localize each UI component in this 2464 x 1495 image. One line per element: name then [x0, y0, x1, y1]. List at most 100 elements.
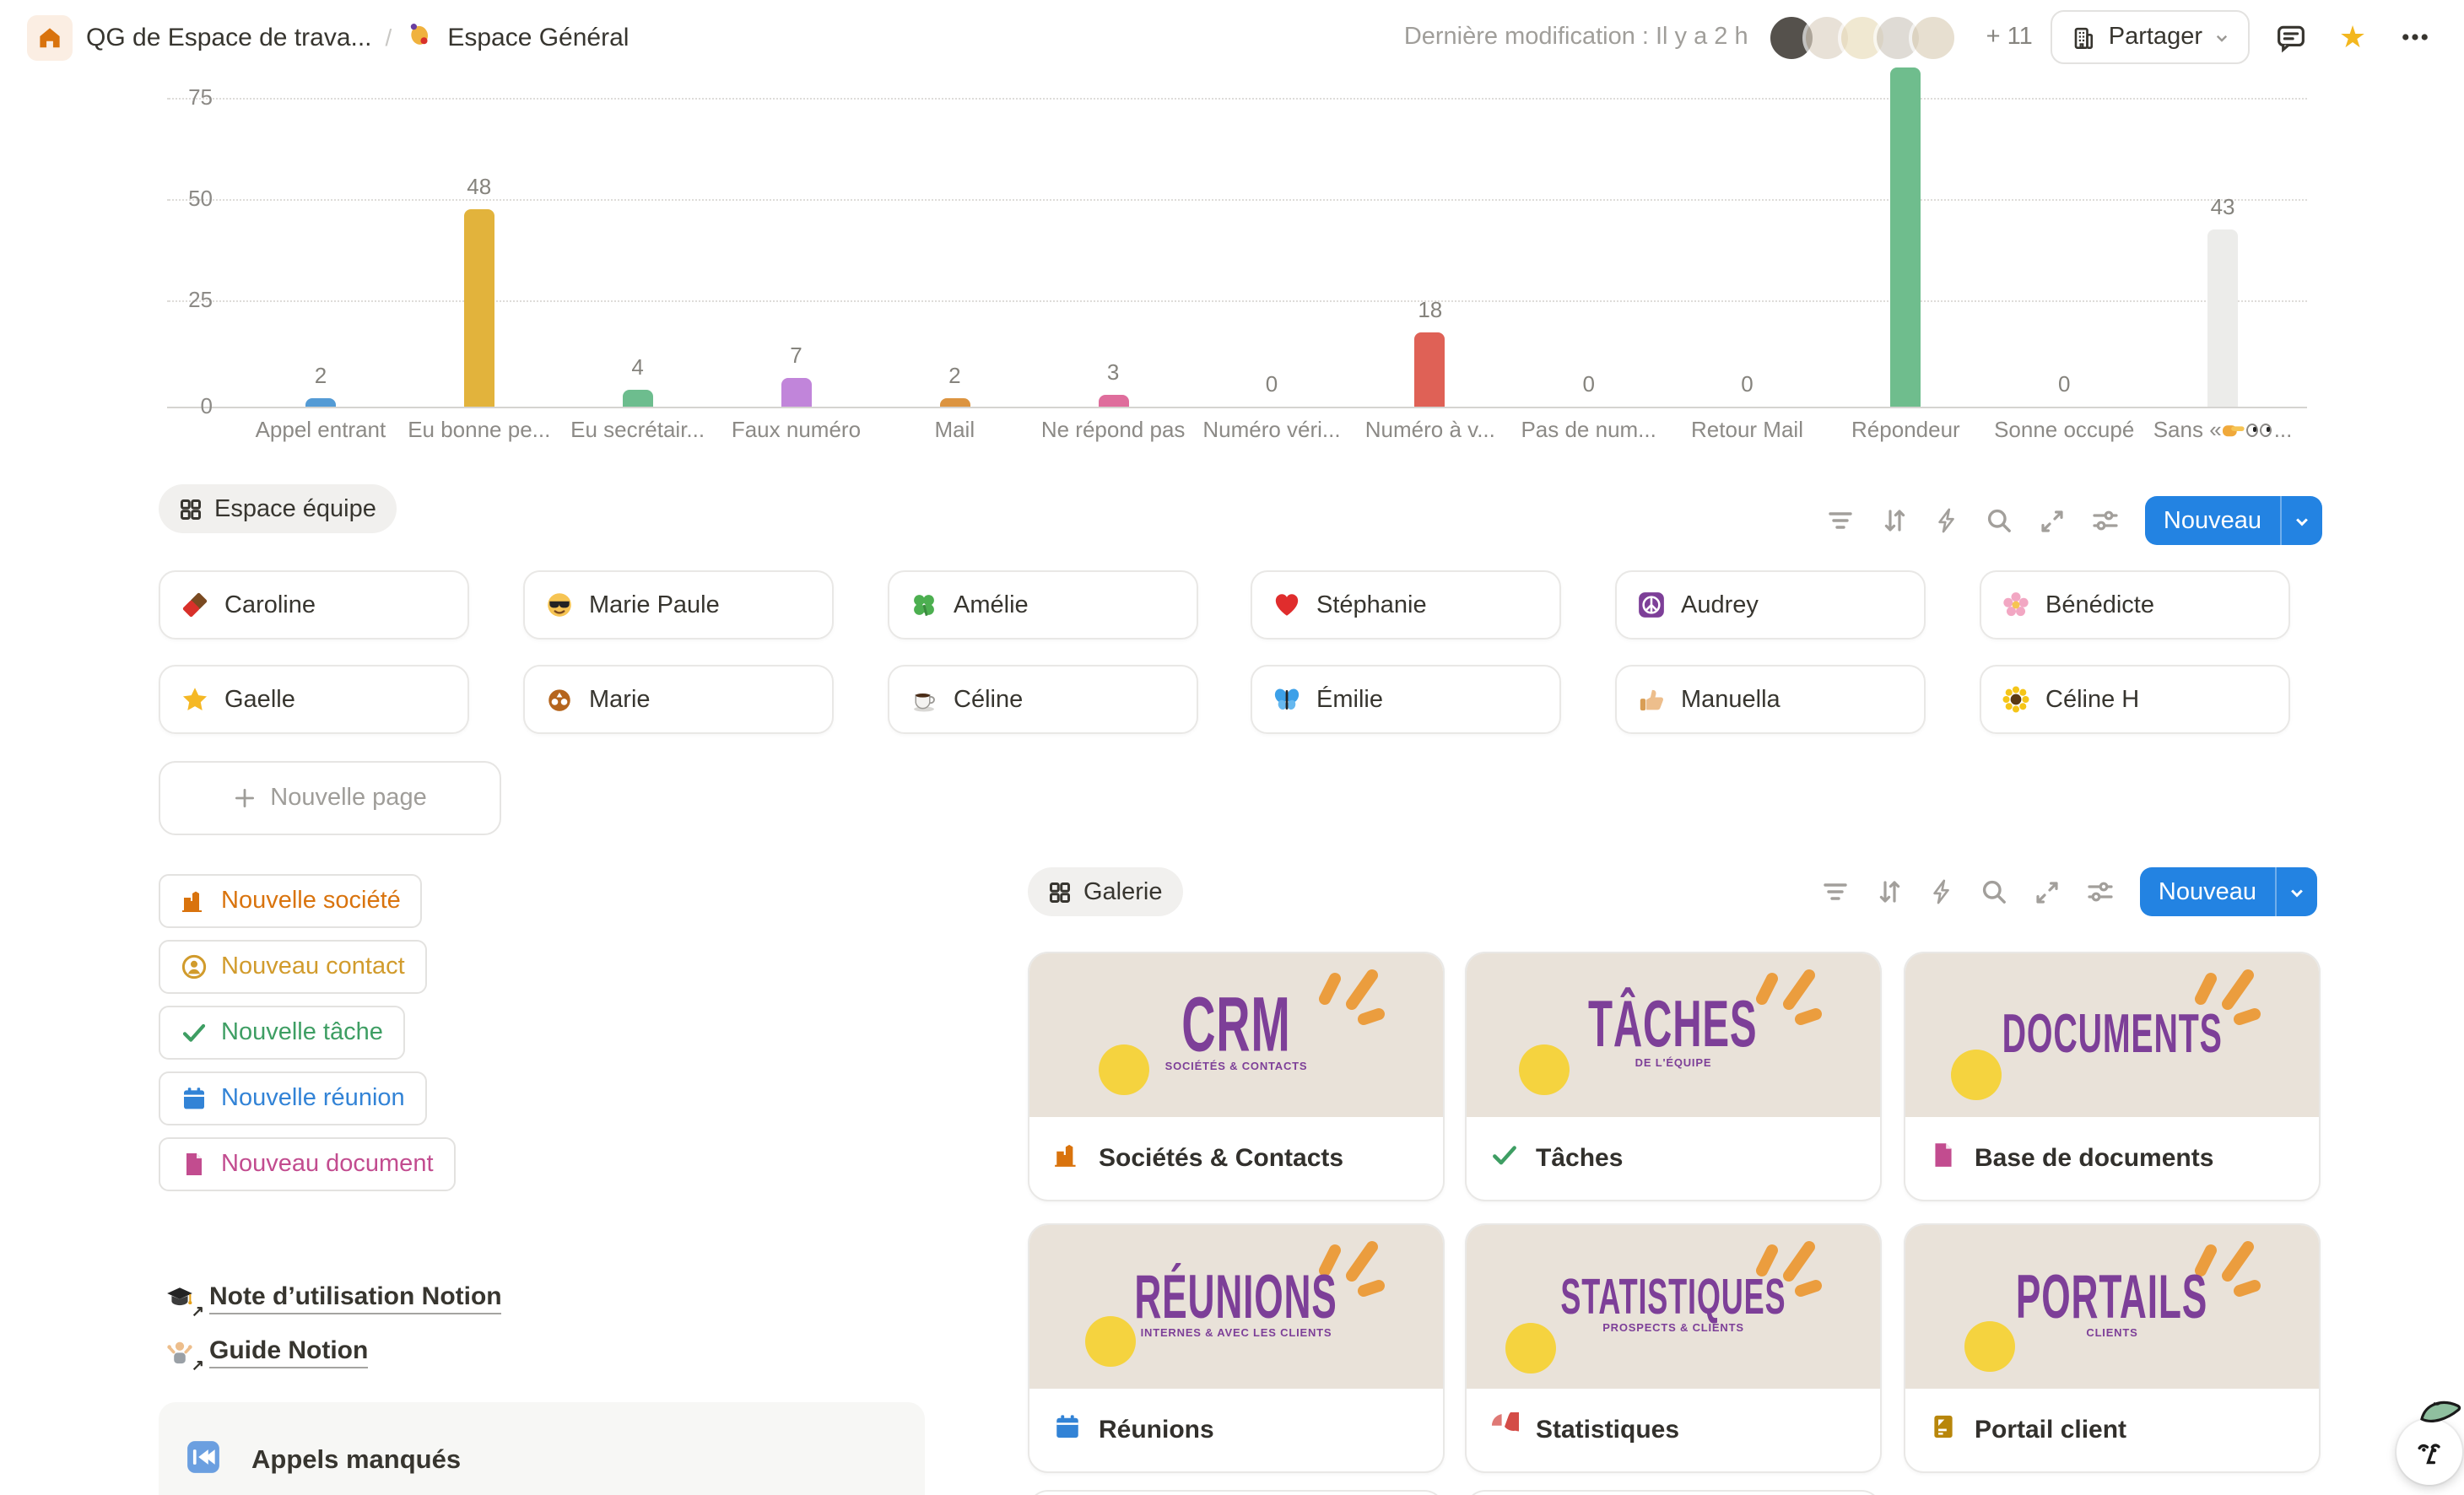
search-icon[interactable]: [1980, 877, 2008, 906]
person-card[interactable]: Bénédicte: [1980, 570, 2290, 640]
new-contact-button[interactable]: Nouveau contact: [159, 940, 427, 994]
cherry-blossom-emoji: [2002, 591, 2030, 619]
view-settings-icon[interactable]: [2086, 877, 2115, 906]
rays-decoration: [1756, 969, 1822, 1025]
person-card[interactable]: Caroline: [159, 570, 469, 640]
building-icon: [2075, 26, 2094, 48]
gridline: [167, 199, 2307, 201]
person-shrugging-emoji: ↗: [165, 1338, 204, 1374]
expand-icon[interactable]: [2034, 878, 2061, 905]
card-banner: PORTAILS CLIENTS: [1905, 1225, 2319, 1389]
new-meeting-button[interactable]: Nouvelle réunion: [159, 1071, 427, 1125]
banner-title: TÂCHES: [1588, 988, 1759, 1061]
card-title: Tâches: [1536, 1143, 1624, 1172]
home-icon[interactable]: [27, 14, 73, 60]
bar-value: 3: [1106, 359, 1120, 385]
bar: [1098, 395, 1129, 407]
portal-icon: [1929, 1411, 1958, 1447]
sort-icon[interactable]: [1880, 506, 1909, 535]
link-guide-notion[interactable]: ↗ Guide Notion: [165, 1336, 369, 1374]
person-card[interactable]: Stéphanie: [1251, 570, 1561, 640]
person-card[interactable]: Audrey: [1615, 570, 1926, 640]
chevron-down-icon: [2216, 34, 2228, 41]
category-label-sans: Sans « ...: [2153, 417, 2293, 442]
automation-lightning-icon[interactable]: [1929, 877, 1954, 906]
leaf-icon: [2420, 1401, 2461, 1422]
chevron-down-icon: [2291, 888, 2303, 897]
y-tick: 25: [188, 287, 213, 312]
notion-ai-button[interactable]: [2396, 1419, 2462, 1485]
person-card[interactable]: Manuella: [1615, 665, 1926, 734]
card-banner: RÉUNIONS INTERNES & AVEC LES CLIENTS: [1029, 1225, 1443, 1389]
breadcrumb-workspace[interactable]: QG de Espace de trava...: [86, 23, 372, 51]
filter-icon[interactable]: [1821, 877, 1850, 906]
gallery-card-statistiques[interactable]: STATISTIQUES PROSPECTS & CLIENTS Statist…: [1465, 1223, 1882, 1473]
gallery-card-partial[interactable]: [1465, 1490, 1882, 1495]
person-card[interactable]: Gaelle: [159, 665, 469, 734]
new-task-button[interactable]: Nouvelle tâche: [159, 1006, 405, 1060]
comments-icon[interactable]: [2268, 15, 2312, 59]
person-card[interactable]: Marie: [523, 665, 834, 734]
sunflower-emoji: [2002, 685, 2030, 714]
favorite-star-icon[interactable]: ★: [2338, 20, 2367, 54]
person-card[interactable]: Amélie: [888, 570, 1198, 640]
person-card[interactable]: Marie Paule: [523, 570, 834, 640]
gallery-grid-icon: [1050, 882, 1070, 902]
new-document-button[interactable]: Nouveau document: [159, 1137, 456, 1191]
avatar-stack[interactable]: [1766, 13, 1958, 62]
new-button[interactable]: Nouveau: [2144, 496, 2322, 545]
bar: [463, 209, 494, 407]
banner-subtitle: CLIENTS: [2086, 1327, 2138, 1339]
yellow-dot-decoration: [1084, 1316, 1135, 1367]
bar-value: 0: [1582, 371, 1595, 397]
person-name: Stéphanie: [1316, 591, 1427, 618]
view-settings-icon[interactable]: [2091, 506, 2120, 535]
page-emoji: [405, 19, 434, 55]
new-page-button[interactable]: Nouvelle page: [159, 761, 501, 835]
gallery-card-reunions[interactable]: RÉUNIONS INTERNES & AVEC LES CLIENTS Réu…: [1028, 1223, 1445, 1473]
person-card[interactable]: Céline: [888, 665, 1198, 734]
more-options-icon[interactable]: [2393, 15, 2437, 59]
avatar-overflow-count[interactable]: + 11: [1986, 24, 2033, 51]
person-name: Manuella: [1681, 686, 1780, 713]
category-label: Répondeur: [1851, 417, 1960, 442]
view-tab-galerie[interactable]: Galerie: [1028, 867, 1183, 916]
expand-icon[interactable]: [2039, 507, 2066, 534]
gallery-card-partial[interactable]: [1028, 1490, 1445, 1495]
share-button[interactable]: Partager: [2051, 10, 2250, 64]
coffee-emoji: [910, 685, 938, 714]
person-name: Caroline: [224, 591, 316, 618]
search-icon[interactable]: [1985, 506, 2013, 535]
bar-value: 2: [314, 363, 327, 388]
yellow-dot-decoration: [1098, 1044, 1148, 1095]
person-name: Gaelle: [224, 686, 295, 713]
missed-calls-section[interactable]: Appels manqués: [159, 1402, 925, 1495]
peace-symbol-emoji: [1637, 591, 1666, 619]
check-icon: [182, 1023, 206, 1042]
link-arrow-icon: ↗: [189, 1357, 204, 1374]
gallery-card-crm[interactable]: CRM SOCIÉTÉS & CONTACTS Sociétés & Conta…: [1028, 952, 1445, 1201]
gallery-card-taches[interactable]: TÂCHES DE L'ÉQUIPE Tâches: [1465, 952, 1882, 1201]
banner-title: CRM: [1181, 982, 1291, 1070]
automation-lightning-icon[interactable]: [1934, 506, 1959, 535]
filter-icon[interactable]: [1826, 506, 1855, 535]
person-card[interactable]: Émilie: [1251, 665, 1561, 734]
new-button[interactable]: Nouveau: [2139, 867, 2317, 916]
person-name: Céline H: [2045, 686, 2140, 713]
category-label: Eu bonne pe...: [408, 417, 551, 442]
person-card[interactable]: Céline H: [1980, 665, 2290, 734]
new-company-button[interactable]: Nouvelle société: [159, 874, 423, 928]
gallery-grid-icon: [181, 499, 201, 519]
star-emoji: [181, 685, 209, 714]
chocolate-bar-emoji: [181, 591, 209, 619]
sort-icon[interactable]: [1875, 877, 1904, 906]
link-note-utilisation[interactable]: ↗ Note d’utilisation Notion: [165, 1282, 502, 1320]
bar-value: 18: [1418, 297, 1443, 322]
breadcrumb-page[interactable]: Espace Général: [447, 23, 630, 51]
gallery-card-documents[interactable]: DOCUMENTS Base de documents: [1904, 952, 2321, 1201]
card-title: Réunions: [1099, 1415, 1214, 1444]
yellow-dot-decoration: [1964, 1321, 2014, 1372]
view-tab-espace-equipe[interactable]: Espace équipe: [159, 484, 397, 533]
gallery-card-portails[interactable]: PORTAILS CLIENTS Portail client: [1904, 1223, 2321, 1473]
